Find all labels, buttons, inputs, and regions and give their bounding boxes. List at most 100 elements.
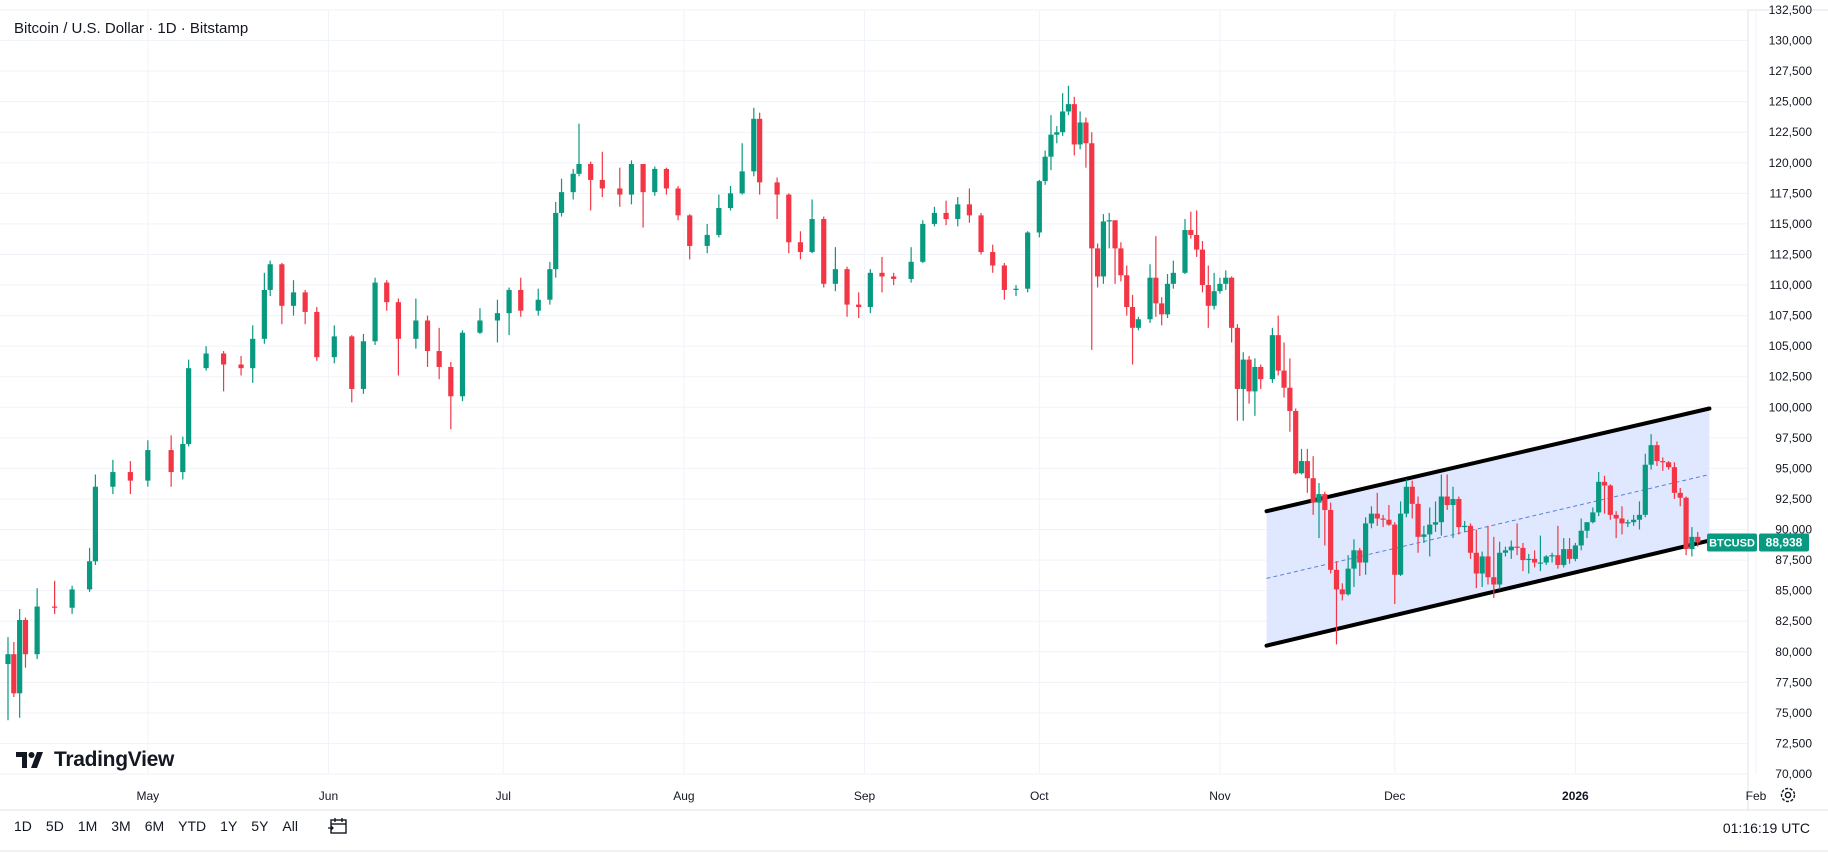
y-tick-label: 97,500 bbox=[1775, 431, 1812, 445]
candle-body bbox=[1572, 545, 1578, 559]
candle-body bbox=[1421, 534, 1427, 537]
candle-body bbox=[1450, 498, 1456, 506]
range-toolbar: 1D 5D 1M 3M 6M YTD 1Y 5Y All bbox=[14, 816, 350, 836]
candle-body bbox=[1427, 524, 1433, 535]
candle-body bbox=[1089, 143, 1095, 249]
candle-body bbox=[1042, 156, 1048, 182]
candle-body bbox=[180, 443, 186, 473]
x-tick-label: Aug bbox=[673, 789, 694, 803]
time-axis[interactable]: May Jun Jul Aug Sep Oct Nov Dec 2026 Feb bbox=[137, 789, 1767, 803]
y-tick-label: 90,000 bbox=[1775, 523, 1812, 537]
candle-body bbox=[1048, 134, 1054, 157]
candle-body bbox=[1380, 518, 1386, 520]
price-tag-label: 88,938 bbox=[1766, 536, 1803, 550]
candle-body bbox=[1438, 496, 1444, 523]
candle-body bbox=[978, 215, 984, 253]
candle-body bbox=[809, 219, 815, 253]
candle-body bbox=[943, 212, 949, 220]
symbol-tag-label: BTCUSD bbox=[1709, 538, 1755, 550]
candle-body bbox=[1112, 220, 1118, 249]
candle-body bbox=[1194, 234, 1200, 250]
range-5y-button[interactable]: 5Y bbox=[251, 818, 269, 834]
last-price-tag: BTCUSD 88,938 bbox=[1707, 533, 1809, 552]
price-tag-bg bbox=[1759, 533, 1809, 552]
range-1y-button[interactable]: 1Y bbox=[220, 818, 238, 834]
candle-body bbox=[844, 269, 850, 305]
candle-body bbox=[1065, 104, 1072, 112]
candle-body bbox=[1164, 283, 1171, 315]
candle-body bbox=[1485, 556, 1491, 578]
y-tick-label: 107,500 bbox=[1769, 309, 1813, 323]
candle-body bbox=[1328, 509, 1334, 570]
candle-body bbox=[617, 188, 623, 195]
candle-body bbox=[1258, 366, 1264, 380]
candle-body bbox=[1124, 275, 1130, 308]
date-range-icon[interactable] bbox=[327, 816, 350, 836]
candle-body bbox=[1537, 562, 1544, 564]
candle-body bbox=[1217, 283, 1223, 292]
candle-body bbox=[22, 619, 29, 655]
candle-body bbox=[17, 619, 23, 694]
range-3m-button[interactable]: 3M bbox=[111, 818, 131, 834]
price-axis[interactable]: 70,000 72,500 75,000 77,500 80,000 82,500 85,0… bbox=[1769, 3, 1813, 781]
candle-body bbox=[547, 269, 553, 300]
candle-body bbox=[5, 654, 11, 664]
y-tick-label: 115,000 bbox=[1770, 217, 1813, 231]
candle-body bbox=[879, 272, 885, 277]
candle-body bbox=[1287, 387, 1293, 411]
candle-body bbox=[757, 118, 763, 183]
candle-body bbox=[1188, 230, 1194, 235]
candle-body bbox=[1625, 522, 1631, 524]
y-tick-label: 87,500 bbox=[1775, 553, 1812, 567]
candle-body bbox=[360, 341, 367, 389]
candle-body bbox=[774, 182, 780, 195]
candle-body bbox=[1473, 552, 1479, 574]
candle-body bbox=[786, 194, 792, 243]
settings-gear-icon[interactable] bbox=[1779, 786, 1797, 809]
candle-body bbox=[663, 168, 670, 189]
candle-body bbox=[110, 472, 116, 487]
candle-body bbox=[1683, 497, 1689, 550]
y-tick-label: 112,500 bbox=[1770, 247, 1813, 261]
candles bbox=[5, 85, 1701, 721]
y-tick-label: 85,000 bbox=[1775, 584, 1812, 598]
y-tick-label: 127,500 bbox=[1769, 64, 1813, 78]
candle-body bbox=[395, 302, 401, 339]
candle-body bbox=[966, 204, 972, 216]
candle-body bbox=[506, 289, 512, 314]
candle-body bbox=[1397, 513, 1404, 575]
candle-body bbox=[1182, 230, 1188, 273]
range-1m-button[interactable]: 1M bbox=[77, 818, 98, 834]
x-tick-label: 2026 bbox=[1562, 789, 1589, 803]
candle-body bbox=[920, 223, 926, 262]
candle-body bbox=[797, 242, 804, 253]
candle-body bbox=[1590, 512, 1596, 523]
candle-body bbox=[1444, 496, 1450, 506]
candle-body bbox=[302, 292, 308, 312]
candle-body bbox=[558, 192, 565, 213]
channel-lower-line bbox=[1264, 538, 1712, 648]
range-1d-button[interactable]: 1D bbox=[14, 818, 32, 834]
candle-body bbox=[908, 261, 914, 279]
candle-body bbox=[1322, 494, 1328, 510]
utc-clock[interactable]: 01:16:19 UTC bbox=[1722, 820, 1810, 836]
candle-body bbox=[34, 606, 40, 655]
candle-body bbox=[220, 353, 227, 365]
candle-body bbox=[1269, 335, 1275, 380]
candle-body bbox=[1666, 462, 1672, 468]
range-6m-button[interactable]: 6M bbox=[144, 818, 165, 834]
candle-body bbox=[1304, 461, 1310, 479]
candle-body bbox=[127, 472, 133, 481]
candle-body bbox=[891, 276, 897, 279]
range-ytd-button[interactable]: YTD bbox=[178, 818, 207, 834]
candle-body bbox=[331, 336, 337, 358]
candle-body bbox=[1432, 522, 1439, 525]
tradingview-logo[interactable]: TradingView bbox=[16, 748, 174, 772]
range-5d-button[interactable]: 5D bbox=[45, 818, 64, 834]
candle-body bbox=[1415, 503, 1421, 537]
x-tick-label: Jun bbox=[319, 789, 338, 803]
range-all-button[interactable]: All bbox=[282, 818, 298, 834]
candle-body bbox=[599, 179, 605, 189]
